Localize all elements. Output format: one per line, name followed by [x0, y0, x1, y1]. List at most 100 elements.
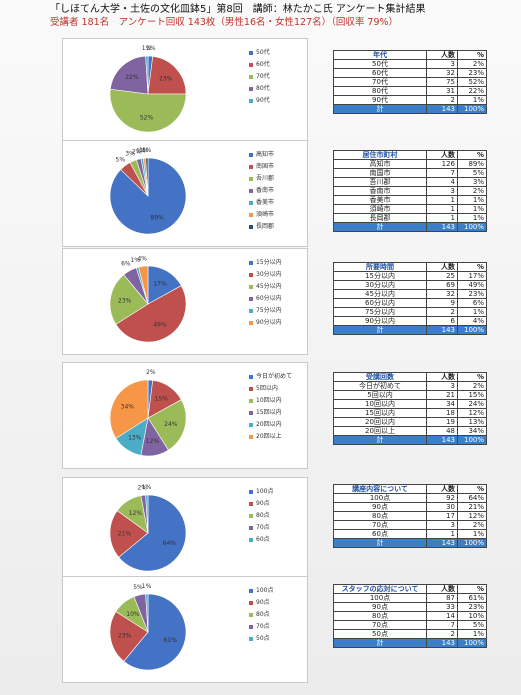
legend-swatch [249, 50, 253, 55]
cell-count: 1 [426, 529, 458, 539]
table-row: 15回以内 18 12% [333, 408, 487, 418]
cell-count: 18 [426, 408, 458, 418]
table-header-row: スタッフの応対について 人数% [333, 584, 487, 594]
pie-data-label: 2% [132, 148, 142, 155]
cell-percent: 1% [457, 95, 487, 105]
legend-swatch [249, 588, 253, 593]
cell-percent: 100% [457, 104, 487, 114]
cell-count: 126 [426, 159, 458, 169]
legend-swatch [249, 624, 253, 629]
chart-legend: 高知市 南国市 吾川郡 香南市 香美市 須崎市 長岡郡 [249, 149, 307, 233]
cell-label: 須崎市 [333, 204, 427, 214]
legend-swatch [249, 74, 253, 79]
chart-panel: 64% 21% 12% 2% 1% 100点 90点 80点 70点 60点 [62, 477, 308, 584]
legend-swatch [249, 200, 253, 205]
pie-slice [138, 265, 149, 305]
table-row: 80代 31 22% [333, 86, 487, 96]
legend-label: 75分以内 [256, 307, 282, 314]
cell-percent: 5% [457, 620, 487, 630]
table-header-row: 受講回数 人数% [333, 372, 487, 382]
table-row: 南国市 7 5% [333, 168, 487, 178]
pie-data-label: 1% [130, 257, 140, 264]
cell-percent: 5% [457, 168, 487, 178]
cell-label: 100点 [333, 493, 427, 503]
legend-swatch [249, 272, 253, 277]
cell-count: 32 [426, 68, 458, 78]
pie-data-label: 23% [118, 633, 132, 640]
cell-label: 30分以内 [333, 280, 427, 290]
cell-label: 80代 [333, 86, 427, 96]
cell-label: 50点 [333, 629, 427, 639]
chart-legend: 50代 60代 70代 80代 90代 [249, 47, 307, 107]
pie-data-label: 61% [163, 637, 177, 644]
legend-swatch [249, 260, 253, 265]
cell-count: 33 [426, 602, 458, 612]
legend-item: 45分以内 [249, 281, 307, 293]
cell-label: 計 [333, 435, 427, 445]
legend-item: 15回以内 [249, 407, 307, 419]
cell-percent: 12% [457, 408, 487, 418]
legend-label: 100点 [256, 587, 274, 594]
legend-item: 須崎市 [249, 209, 307, 221]
legend-label: 香美市 [256, 199, 275, 206]
legend-swatch [249, 86, 253, 91]
cell-label: 15分以内 [333, 271, 427, 281]
pie-data-label: 4% [137, 255, 147, 262]
cell-label: 年代 [333, 50, 427, 60]
cell-count: 92 [426, 493, 458, 503]
legend-item: 南国市 [249, 161, 307, 173]
cell-label: 計 [333, 638, 427, 648]
cell-label: 長岡郡 [333, 213, 427, 223]
table-total-row: 計 143 100% [333, 104, 487, 114]
legend-label: 90点 [256, 599, 270, 606]
legend-label: 70点 [256, 623, 270, 630]
legend-swatch [249, 410, 253, 415]
legend-item: 70代 [249, 71, 307, 83]
cell-count: 87 [426, 593, 458, 603]
pie-data-label: 12% [146, 438, 160, 445]
cell-percent: 3% [457, 177, 487, 187]
cell-count: 人数 [426, 484, 458, 494]
legend-item: 今日が初めて [249, 371, 307, 383]
legend-swatch [249, 374, 253, 379]
cell-count: 75 [426, 77, 458, 87]
chart-legend: 100点 90点 80点 70点 50点 [249, 585, 307, 645]
legend-swatch [249, 224, 253, 229]
cell-percent: 1% [457, 307, 487, 317]
legend-item: 60代 [249, 59, 307, 71]
cell-count: 3 [426, 186, 458, 196]
legend-item: 長岡郡 [249, 221, 307, 233]
pie-chart: 89%5%3%2%1%1%1% [109, 147, 187, 235]
cell-count: 7 [426, 168, 458, 178]
table-header-row: 年代 人数% [333, 50, 487, 60]
cell-count: 3 [426, 520, 458, 530]
pie-data-label: 52% [140, 115, 154, 122]
cell-percent: 61% [457, 593, 487, 603]
legend-item: 50代 [249, 47, 307, 59]
cell-label: 50代 [333, 59, 427, 69]
cell-percent: % [457, 372, 487, 382]
cell-percent: 34% [457, 426, 487, 436]
table-header-row: 居住市町村 人数% [333, 150, 487, 160]
cell-count: 1 [426, 204, 458, 214]
pie-chart: 64% 21% 12% 2%1% [109, 484, 187, 572]
cell-percent: % [457, 150, 487, 160]
pie-data-label: 22% [125, 74, 139, 81]
table-row: 90点 33 23% [333, 602, 487, 612]
cell-count: 143 [426, 222, 458, 232]
cell-count: 6 [426, 316, 458, 326]
summary-table: 講座内容について 人数% 100点 92 64% 90点 30 21% 80点 17 12% 70点 3… [333, 484, 487, 548]
cell-count: 人数 [426, 262, 458, 272]
table-row: 70点 7 5% [333, 620, 487, 630]
cell-label: 60代 [333, 68, 427, 78]
pie-data-label: 2% [146, 369, 156, 376]
chart-panel: 17% 49% 23% 6% 1% 4% 15分以内 30分以内 45分以内 60分以内 75分以内… [62, 248, 308, 355]
legend-label: 20回以内 [256, 421, 282, 428]
table-row: 100点 87 61% [333, 593, 487, 603]
chart-legend: 15分以内 30分以内 45分以内 60分以内 75分以内 90分以内 [249, 257, 307, 329]
cell-count: 14 [426, 611, 458, 621]
legend-label: 15回以内 [256, 409, 282, 416]
legend-label: 長岡郡 [256, 223, 275, 230]
cell-percent: % [457, 50, 487, 60]
cell-percent: 100% [457, 325, 487, 335]
